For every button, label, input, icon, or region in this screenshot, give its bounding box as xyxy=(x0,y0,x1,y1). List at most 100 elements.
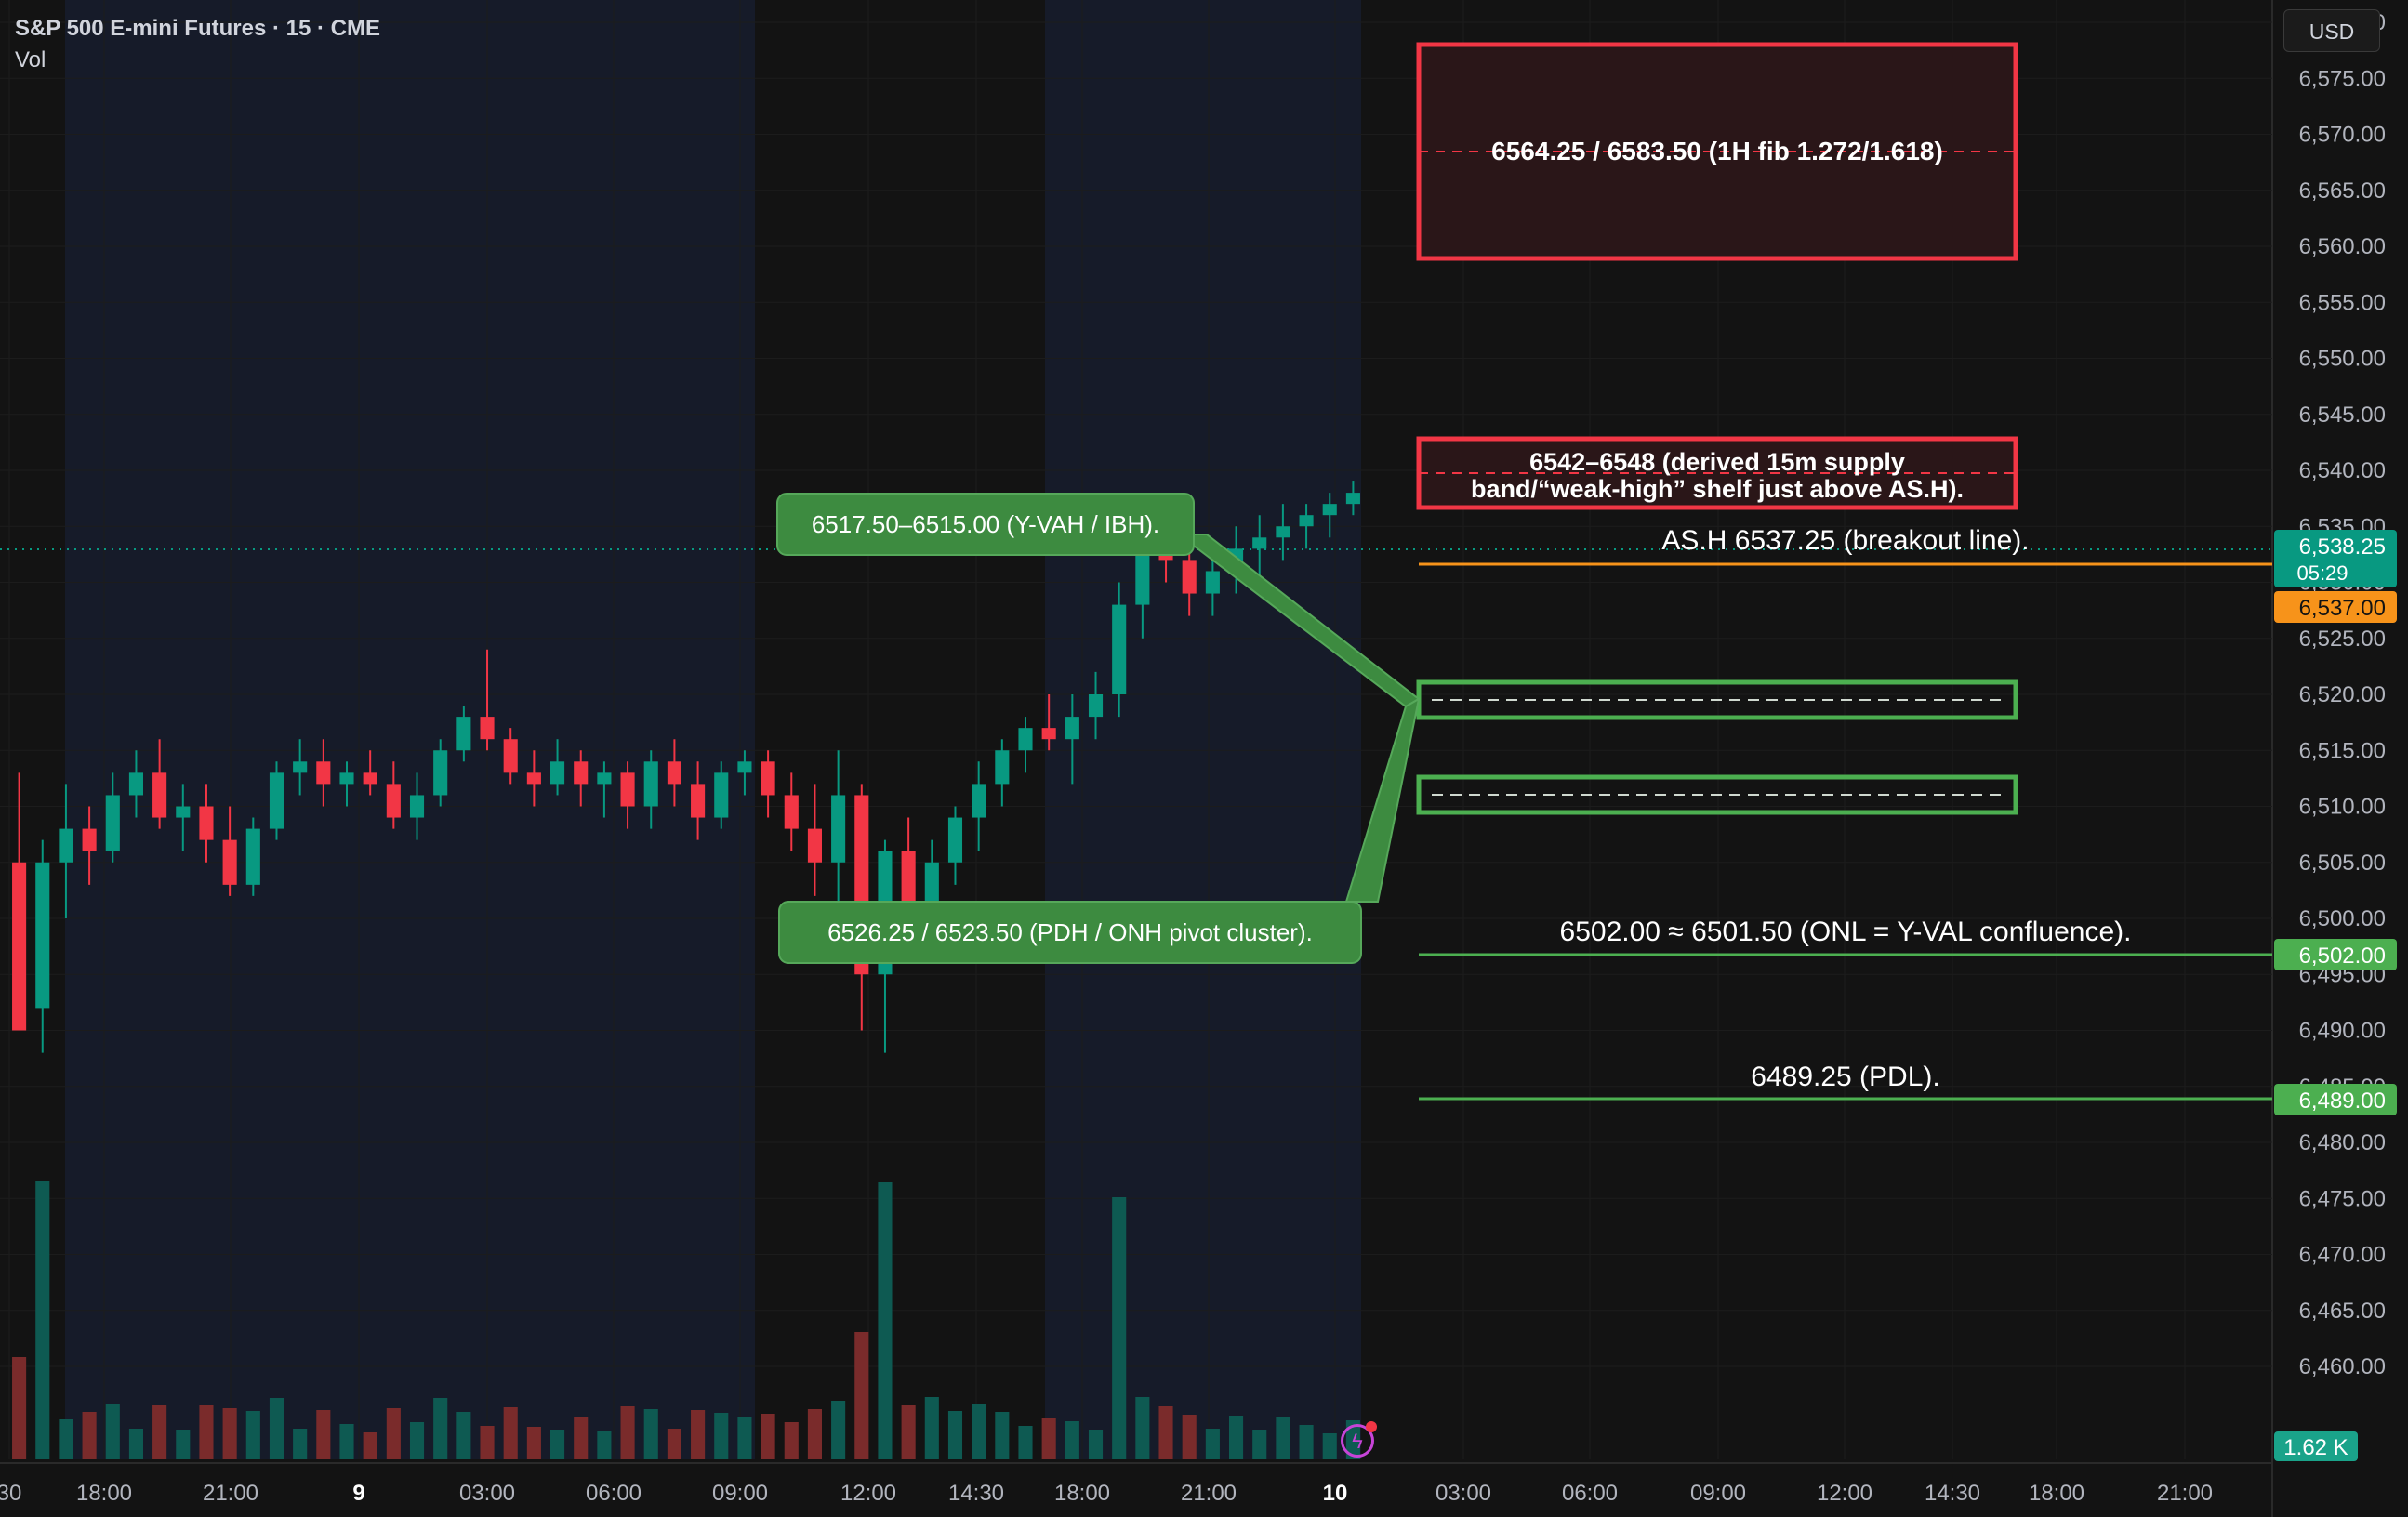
candle-body xyxy=(176,806,191,818)
volume-bar xyxy=(245,1411,260,1459)
volume-bar xyxy=(269,1398,284,1459)
volume-bar xyxy=(1205,1429,1220,1459)
volume-bar xyxy=(480,1426,495,1459)
time-tick-label: 21:00 xyxy=(1181,1481,1237,1506)
pdl-support-label: 6489.25 (PDL). xyxy=(1751,1062,1939,1092)
price-tick-label: 6,520.00 xyxy=(2299,682,2386,707)
breakout-line-label: AS.H 6537.25 (breakout line). xyxy=(1661,525,2029,556)
candle-body xyxy=(947,817,963,863)
last-price-label: 6,538.25 xyxy=(2299,534,2386,560)
time-tick-label: 18:00 xyxy=(1054,1481,1110,1506)
volume-bar xyxy=(995,1412,1010,1459)
volume-bar xyxy=(714,1413,729,1459)
volume-bar xyxy=(1018,1426,1033,1459)
candle-body xyxy=(363,772,377,785)
onl-price-label: 6,502.00 xyxy=(2299,943,2386,969)
volume-bar xyxy=(176,1430,191,1459)
price-tick-label: 6,475.00 xyxy=(2299,1186,2386,1211)
pdl-price-label: 6,489.00 xyxy=(2299,1088,2386,1114)
candle-body xyxy=(152,772,167,818)
candle-body xyxy=(409,795,425,818)
lightning-icon[interactable]: ϟ xyxy=(1341,1421,1377,1458)
time-tick-label: 10 xyxy=(1323,1481,1348,1506)
candle-body xyxy=(1322,504,1337,516)
volume-bar xyxy=(339,1424,354,1459)
candle-body xyxy=(714,772,729,818)
callout-lower-pointer xyxy=(1344,697,1421,903)
volume-bar xyxy=(1135,1397,1150,1459)
price-tick-label: 6,550.00 xyxy=(2299,347,2386,372)
candle-body xyxy=(643,761,658,807)
volume-bar xyxy=(1322,1433,1337,1459)
volume-bar xyxy=(433,1398,448,1459)
volume-bar xyxy=(1112,1197,1127,1459)
volume-bar xyxy=(1041,1418,1056,1459)
volume-bar xyxy=(363,1432,377,1459)
candle-body xyxy=(1018,728,1033,751)
candle-body xyxy=(1182,560,1197,594)
volume-bar xyxy=(12,1357,27,1459)
candle-body xyxy=(269,772,284,829)
volume-bar xyxy=(152,1405,167,1459)
session-shade-1 xyxy=(1045,0,1361,1459)
candle-body xyxy=(831,795,846,863)
candle-body xyxy=(972,784,986,818)
volume-bar xyxy=(59,1419,73,1459)
volume-bar xyxy=(597,1431,612,1459)
volume-bar xyxy=(82,1412,97,1459)
volume-bar xyxy=(831,1401,846,1459)
volume-bar xyxy=(1299,1425,1314,1459)
time-tick-label: 14:30 xyxy=(1925,1481,1980,1506)
symbol-title[interactable]: S&P 500 E-mini Futures · 15 · CME xyxy=(15,16,380,41)
volume-bar xyxy=(222,1408,237,1459)
volume-bar xyxy=(550,1430,565,1459)
price-tick-label: 6,565.00 xyxy=(2299,178,2386,204)
callout-upper-box xyxy=(776,493,1195,556)
volume-indicator-label[interactable]: Vol xyxy=(15,47,46,73)
candle-body xyxy=(1041,728,1056,740)
target-box-label: 6564.25 / 6583.50 (1H fib 1.272/1.618) xyxy=(1491,137,1943,165)
volume-bar xyxy=(1276,1417,1290,1459)
time-tick-label: 09:00 xyxy=(1690,1481,1746,1506)
candle-body xyxy=(597,772,612,785)
volume-bar xyxy=(316,1410,331,1459)
volume-bar xyxy=(1252,1430,1267,1459)
volume-bar xyxy=(854,1332,869,1459)
price-tick-label: 6,465.00 xyxy=(2299,1299,2386,1324)
candle-body xyxy=(1252,537,1267,549)
volume-bar xyxy=(293,1429,308,1459)
volume-value-label: 1.62 K xyxy=(2283,1435,2348,1460)
price-tick-label: 6,560.00 xyxy=(2299,234,2386,259)
candle-body xyxy=(737,761,752,773)
time-tick-label: 03:00 xyxy=(1436,1481,1491,1506)
price-tick-label: 6,545.00 xyxy=(2299,402,2386,428)
volume-bar xyxy=(1088,1430,1104,1459)
candle-body xyxy=(807,828,822,863)
time-tick-label: 03:00 xyxy=(459,1481,515,1506)
price-tick-label: 6,555.00 xyxy=(2299,290,2386,315)
candle-body xyxy=(1276,526,1290,538)
time-tick-label: 9 xyxy=(352,1481,364,1506)
time-tick-label: 09:00 xyxy=(712,1481,768,1506)
candle-body xyxy=(316,761,331,785)
pdl-price-label-bg xyxy=(2274,1084,2397,1115)
callout-lower-label: 6526.25 / 6523.50 (PDH / ONH pivot clust… xyxy=(827,918,1313,946)
price-axis-panel xyxy=(2272,0,2408,1517)
candle-body xyxy=(574,761,589,785)
candle-body xyxy=(667,761,681,785)
candle-body xyxy=(433,750,448,796)
volume-bar xyxy=(1158,1406,1173,1459)
volume-bar xyxy=(901,1405,916,1459)
currency-button[interactable]: USD xyxy=(2283,9,2380,52)
candle-body xyxy=(784,795,799,829)
volume-bar xyxy=(1182,1415,1197,1459)
time-tick-label: 12:00 xyxy=(840,1481,896,1506)
candle-body xyxy=(1299,515,1314,527)
chart-header: S&P 500 E-mini Futures · 15 · CME Vol xyxy=(15,13,380,76)
candle-body xyxy=(691,784,706,818)
callout-lower-box xyxy=(778,901,1362,964)
candle-body xyxy=(12,862,27,1031)
candle-body xyxy=(1205,571,1220,594)
notification-dot xyxy=(1366,1421,1377,1432)
